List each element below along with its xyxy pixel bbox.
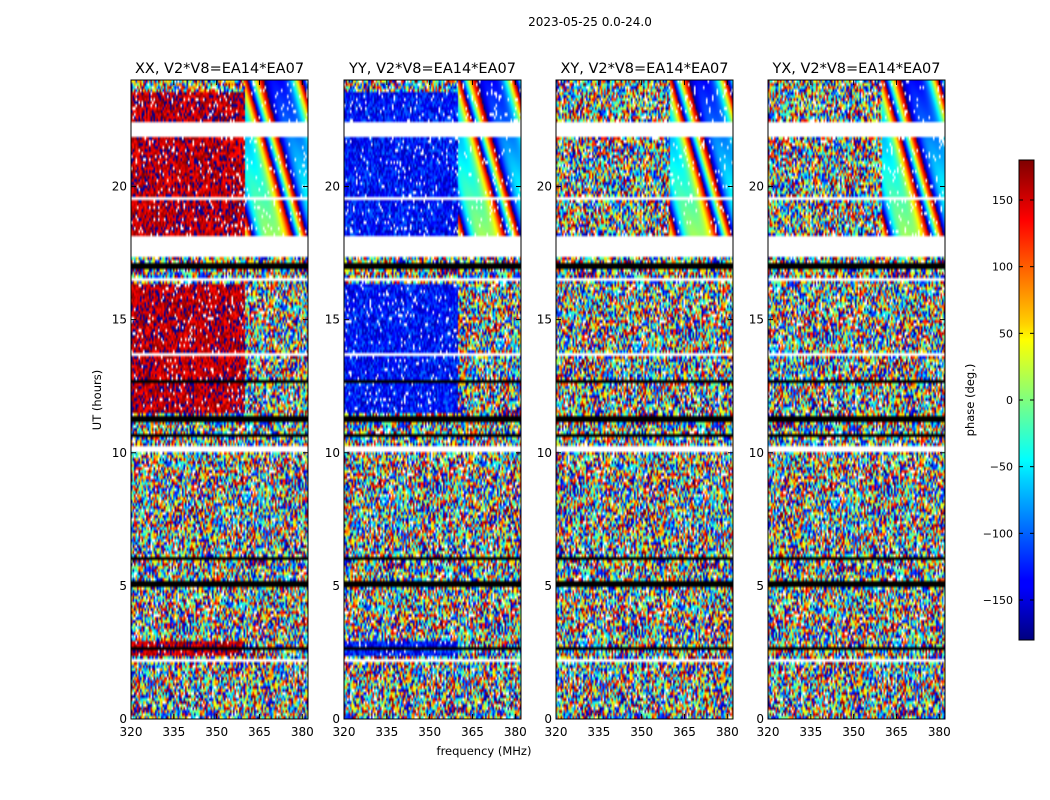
- x-tick-label: 350: [630, 725, 653, 739]
- x-tick-label: 335: [162, 725, 185, 739]
- colorbar: 150 100 50 0 −50 −100 −150 phase (deg.): [963, 159, 1035, 641]
- colorbar-tick-label: 150: [992, 194, 1013, 207]
- x-tick-label: 380: [716, 725, 739, 739]
- axes-frame: [767, 79, 946, 720]
- x-tick-label: 335: [375, 725, 398, 739]
- y-tick-label: 0: [332, 712, 340, 726]
- y-tick-label: 20: [325, 180, 340, 194]
- colorbar-tick-label: −100: [983, 527, 1013, 540]
- panel-2: YY, V2*V8=EA14*EA07 320 335 350 365 380 0 5 10 15…: [325, 61, 527, 739]
- axes-frame: [343, 79, 522, 720]
- phase-raster: [556, 80, 733, 719]
- y-tick-label: 15: [537, 313, 552, 327]
- colorbar-tick-label: 50: [999, 327, 1013, 340]
- colorbar-tick-label: −150: [983, 594, 1013, 607]
- y-tick-label: 10: [112, 446, 127, 460]
- y-tick-label: 20: [112, 180, 127, 194]
- axes-frame: [130, 79, 309, 720]
- y-tick-label: 15: [325, 313, 340, 327]
- panel-3: XY, V2*V8=EA14*EA07 320 335 350 365 380 0 5 10 15…: [537, 61, 739, 739]
- colorbar-tick-label: −50: [990, 461, 1013, 474]
- x-tick-label: 365: [885, 725, 908, 739]
- x-tick-label: 365: [248, 725, 271, 739]
- y-tick-label: 10: [749, 446, 764, 460]
- panels: XX, V2*V8=EA14*EA07 320 335 350 365 380 0 5 10 15…: [112, 61, 951, 739]
- figure-title: 2023-05-25 0.0-24.0: [528, 15, 652, 29]
- x-tick-label: 320: [545, 725, 568, 739]
- colorbar-tick-label: 0: [1006, 394, 1013, 407]
- x-tick-label: 335: [799, 725, 822, 739]
- x-tick-label: 320: [333, 725, 356, 739]
- x-tick-label: 365: [673, 725, 696, 739]
- x-tick-label: 365: [461, 725, 484, 739]
- y-tick-label: 0: [119, 712, 127, 726]
- colorbar-tick-label: 100: [992, 261, 1013, 274]
- x-tick-label: 380: [928, 725, 951, 739]
- x-tick-label: 350: [418, 725, 441, 739]
- y-tick-label: 0: [544, 712, 552, 726]
- x-tick-label: 380: [504, 725, 527, 739]
- y-tick-label: 5: [756, 579, 764, 593]
- colorbar-label: phase (deg.): [963, 364, 977, 437]
- axes-frame: [555, 79, 734, 720]
- panel-title: YX, V2*V8=EA14*EA07: [771, 61, 940, 77]
- y-tick-label: 15: [112, 313, 127, 327]
- x-tick-label: 320: [757, 725, 780, 739]
- x-tick-label: 380: [291, 725, 314, 739]
- y-tick-label: 20: [537, 180, 552, 194]
- panel-4: YX, V2*V8=EA14*EA07 320 335 350 365 380 0 5 10 15…: [749, 61, 951, 739]
- panel-title: YY, V2*V8=EA14*EA07: [348, 61, 516, 77]
- colorbar-ticks: 150 100 50 0 −50 −100 −150: [983, 194, 1034, 607]
- x-axis-label: frequency (MHz): [437, 744, 532, 758]
- y-tick-label: 10: [325, 446, 340, 460]
- panel-1: XX, V2*V8=EA14*EA07 320 335 350 365 380 0 5 10 15…: [112, 61, 314, 739]
- y-tick-label: 5: [332, 579, 340, 593]
- y-tick-label: 10: [537, 446, 552, 460]
- phase-raster: [131, 80, 308, 719]
- y-tick-label: 15: [749, 313, 764, 327]
- panel-title: XY, V2*V8=EA14*EA07: [560, 61, 728, 77]
- x-tick-label: 350: [842, 725, 865, 739]
- y-axis-label: UT (hours): [90, 370, 104, 430]
- x-tick-label: 350: [205, 725, 228, 739]
- y-tick-label: 5: [544, 579, 552, 593]
- x-tick-label: 320: [120, 725, 143, 739]
- x-tick-label: 335: [587, 725, 610, 739]
- panel-title: XX, V2*V8=EA14*EA07: [135, 61, 304, 77]
- y-tick-label: 20: [749, 180, 764, 194]
- phase-raster: [768, 80, 945, 719]
- phase-raster: [344, 80, 521, 719]
- y-tick-label: 0: [756, 712, 764, 726]
- y-tick-label: 5: [119, 579, 127, 593]
